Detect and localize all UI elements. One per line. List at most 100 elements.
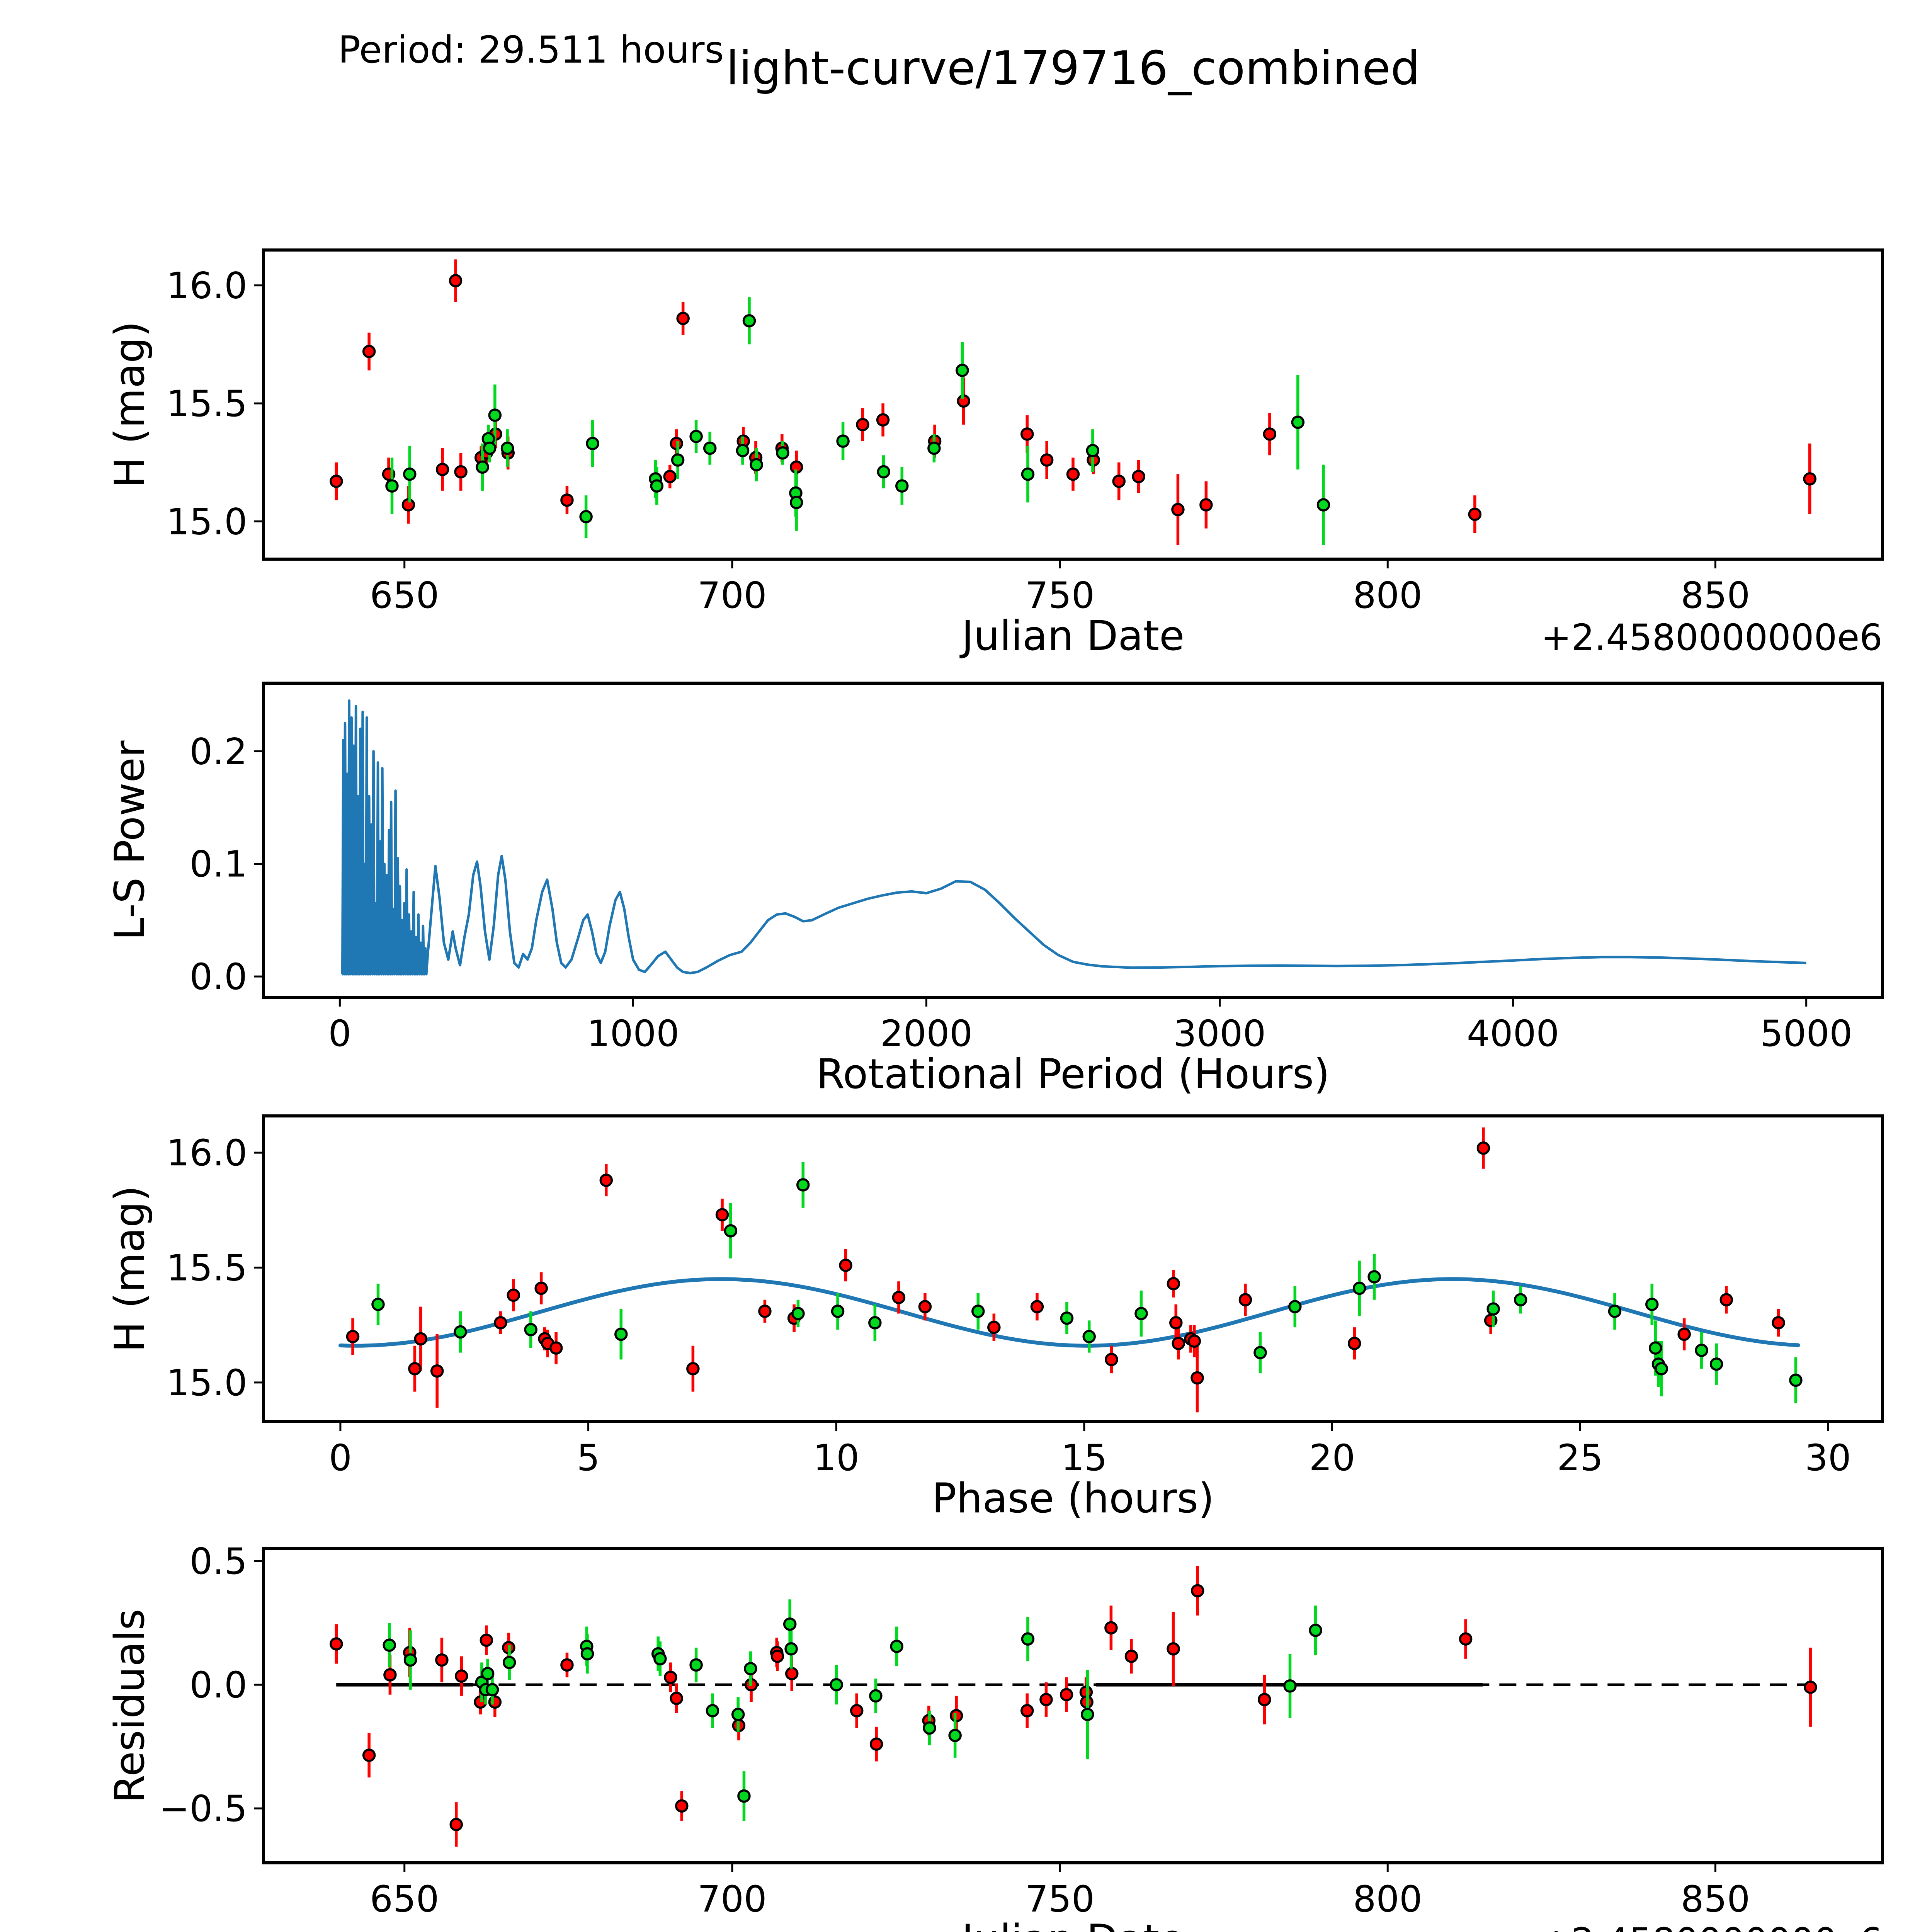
- data-point: [362, 1748, 376, 1762]
- data-point: [744, 1662, 757, 1675]
- data-point: [869, 1689, 883, 1703]
- data-point: [1459, 1632, 1473, 1646]
- data-point: [1677, 1327, 1691, 1341]
- axes-frame: [262, 1547, 1884, 1864]
- data-point: [689, 1658, 703, 1672]
- axes-frame: [262, 248, 1884, 561]
- series-red-dataset: [346, 1127, 1785, 1413]
- axes-frame: [262, 1114, 1884, 1423]
- data-point: [1253, 1346, 1267, 1359]
- ls-power-curve: [341, 699, 1806, 976]
- data-point: [839, 1259, 852, 1272]
- data-point: [1134, 1307, 1148, 1320]
- data-point: [1104, 1621, 1118, 1635]
- data-point: [330, 474, 343, 488]
- x-tick-label: 0: [328, 1013, 351, 1055]
- data-point: [836, 434, 850, 448]
- x-tick-label: 5000: [1760, 1013, 1852, 1055]
- data-point: [579, 510, 593, 524]
- data-point: [1169, 1316, 1183, 1330]
- data-point: [383, 1638, 396, 1652]
- data-point: [346, 1330, 360, 1344]
- x-tick-label: 750: [1025, 1878, 1094, 1920]
- y-tick-label: 15.5: [167, 1247, 247, 1289]
- data-point: [791, 1307, 805, 1320]
- x-tick-label: 650: [370, 575, 439, 617]
- data-point: [1468, 507, 1482, 521]
- panel-1-light-curve: 650 700 750 800 850 15.0 15.5 16.0: [167, 248, 1884, 617]
- data-point: [1486, 1302, 1500, 1316]
- data-point: [1352, 1281, 1366, 1295]
- panel-3-phased-light-curve: 0 5 10 15 20 25 30 15.0 15.5 16.0: [167, 1114, 1884, 1479]
- x-tick-label: 1000: [587, 1013, 679, 1055]
- data-point: [1283, 1679, 1297, 1693]
- data-point: [750, 458, 763, 471]
- data-point: [1367, 1270, 1381, 1284]
- data-point: [480, 1633, 493, 1647]
- data-point: [1112, 474, 1126, 488]
- panel2-xlabel: Rotational Period (Hours): [816, 1050, 1330, 1098]
- data-point: [686, 1362, 700, 1376]
- data-point: [1789, 1373, 1803, 1387]
- data-point: [1288, 1300, 1302, 1313]
- panel1-xlabel: Julian Date: [959, 612, 1185, 660]
- data-point: [785, 1667, 799, 1680]
- data-point: [580, 1647, 594, 1661]
- data-point: [1348, 1337, 1361, 1350]
- y-tick-label: 0.0: [190, 956, 248, 998]
- data-point: [362, 345, 376, 358]
- data-point: [403, 467, 417, 481]
- y-tick-label: 15.0: [167, 501, 247, 543]
- data-point: [1132, 470, 1145, 483]
- x-tick-label: 5: [577, 1437, 600, 1479]
- x-tick-label: 800: [1353, 575, 1422, 617]
- panel-4-residuals: 650 700 750 800 850 −0.5 0.0 0.5: [159, 1541, 1884, 1920]
- data-point: [1172, 1337, 1185, 1350]
- panel4-xlabel: Julian Date: [959, 1916, 1185, 1932]
- phase-model-curve: [338, 1277, 1800, 1348]
- x-tick-label: 30: [1805, 1437, 1851, 1479]
- data-point: [1238, 1293, 1252, 1307]
- y-tick-label: 15.5: [167, 383, 247, 425]
- data-point: [892, 1291, 906, 1304]
- data-point: [868, 1316, 882, 1330]
- data-point: [831, 1304, 845, 1318]
- data-point: [948, 1729, 962, 1742]
- data-point: [403, 1653, 417, 1667]
- panel3-xlabel: Phase (hours): [932, 1475, 1214, 1522]
- x-tick-label: 700: [697, 1878, 767, 1920]
- x-tick-label: 850: [1681, 575, 1750, 617]
- data-point: [1655, 1362, 1668, 1376]
- data-point: [1258, 1693, 1271, 1706]
- data-point: [1124, 1650, 1138, 1663]
- data-point: [715, 1208, 729, 1221]
- figure-title: light-curve/179716_combined: [726, 42, 1420, 95]
- data-point: [783, 1617, 797, 1631]
- x-tick-label: 0: [329, 1437, 352, 1479]
- panel1-axis-offset: +2.4580000000e6: [1541, 617, 1883, 659]
- data-point: [586, 437, 599, 451]
- x-tick-label: 3000: [1173, 1013, 1266, 1055]
- y-tick-label: 16.0: [167, 265, 247, 307]
- data-point: [1060, 1311, 1074, 1325]
- data-point: [1040, 453, 1054, 467]
- data-point: [731, 1708, 745, 1721]
- data-point: [736, 444, 750, 457]
- x-tick-label: 10: [813, 1437, 859, 1479]
- data-point: [737, 1789, 751, 1803]
- data-point: [1066, 467, 1080, 481]
- data-point: [650, 479, 664, 493]
- data-point: [1020, 427, 1034, 441]
- x-tick-label: 20: [1309, 1437, 1355, 1479]
- data-point: [476, 460, 489, 474]
- y-tick-label: 0.5: [190, 1541, 248, 1583]
- data-point: [1772, 1316, 1785, 1330]
- data-point: [1187, 1334, 1201, 1348]
- data-point: [1804, 1680, 1817, 1694]
- series-green-dataset: [385, 297, 1330, 545]
- data-point: [560, 493, 574, 507]
- x-tick-label: 25: [1557, 1437, 1603, 1479]
- y-tick-label: 0.2: [190, 731, 248, 773]
- data-point: [1719, 1293, 1733, 1307]
